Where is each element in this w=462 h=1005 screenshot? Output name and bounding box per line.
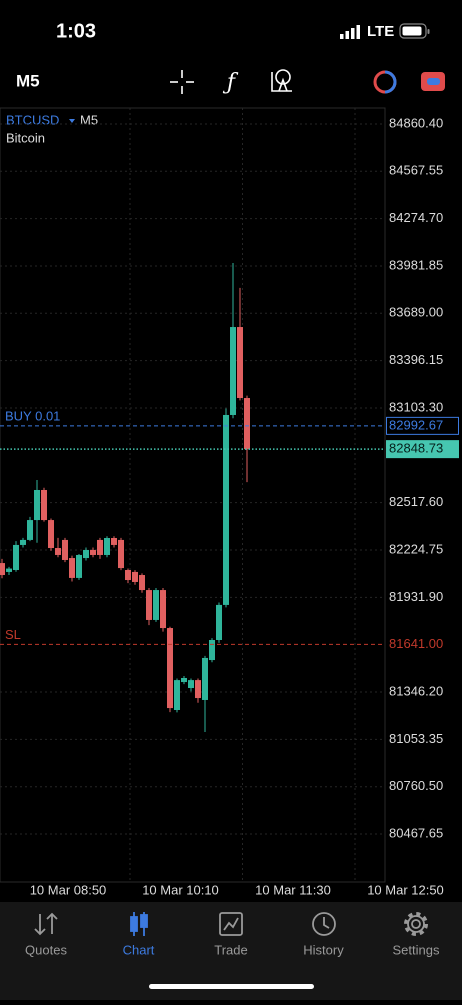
candle-body [223,414,229,605]
y-tick-label: 82224.75 [389,541,443,556]
candle-body [160,590,166,629]
candle-body [27,520,33,540]
tab-label[interactable]: Chart [123,942,155,957]
candle-body [13,544,19,571]
y-tick-label: 81053.35 [389,731,443,746]
tabs: Quotes Chart Trade History Settings [25,942,440,957]
candle-body [83,549,89,559]
y-tick-label: 84567.55 [389,163,443,178]
candle-body [104,538,110,555]
symbol-description: Bitcoin [6,130,45,145]
quotes-icon [34,912,58,936]
x-tick-label: 10 Mar 10:10 [142,882,219,897]
candle-body [188,680,194,689]
y-tick-label: 82517.60 [389,494,443,509]
tab-label[interactable]: Settings [393,942,440,957]
battery-icon [399,23,430,39]
home-indicator [149,984,314,989]
y-tick-label: 80760.50 [389,778,443,793]
plot-frame [0,107,386,883]
candle-body [55,548,61,555]
network-label: LTE [367,23,394,40]
candle-body [153,590,159,620]
tab-label[interactable]: Quotes [25,942,67,957]
y-tick-label: 83396.15 [389,352,443,367]
tab-bar [0,902,462,1000]
y-tick-label: 80467.65 [389,825,443,840]
candle-body [69,558,75,578]
candle-body [230,327,236,415]
candle-body [202,657,208,700]
candle-body [48,520,54,549]
current-price-box [386,440,459,459]
candle-body [6,568,12,572]
x-tick-label: 10 Mar 11:30 [255,882,331,897]
indicators-button[interactable]: ƒ [222,70,239,95]
candle-body [139,575,145,591]
candle-body [146,590,152,620]
candle-body [237,327,243,399]
y-tick-label: 83103.30 [389,399,443,414]
candle-body [195,680,201,699]
order-price-box [386,416,459,435]
chart-timeframe: M5 [80,112,98,127]
y-tick-label: 84860.40 [389,115,443,130]
tab-label[interactable]: Trade [214,942,247,957]
chart-icon [130,912,148,936]
symbol-label[interactable]: BTCUSD [6,112,59,127]
level-name: SL [5,627,21,642]
y-tick-label: 84274.70 [389,210,443,225]
y-tick-label: 83689.00 [389,305,443,320]
y-tick-label: 81931.90 [389,589,443,604]
candle-body [125,570,131,581]
candle-body [41,489,47,521]
x-tick-label: 10 Mar 12:50 [367,882,444,897]
candle-body [118,539,124,569]
timeframe-button[interactable]: M5 [16,71,40,90]
candle-body [97,539,103,555]
candle-body [132,571,138,582]
tab-label[interactable]: History [303,942,344,957]
clock: 1:03 [56,20,96,42]
order-button[interactable] [421,72,445,91]
objects-button[interactable] [271,69,292,92]
candle-body [216,604,222,641]
candle-body [167,628,173,709]
order-price-label: 82992.67 [389,417,443,432]
candle-body [76,554,82,578]
candle-body [111,538,117,545]
candle-body [181,677,187,683]
candle-body [244,398,250,450]
current-price-label: 82848.73 [389,441,443,456]
x-tick-label: 10 Mar 08:50 [30,882,107,897]
trading-button[interactable] [373,70,397,94]
candle-body [90,549,96,555]
symbol-dropdown[interactable] [69,119,75,123]
candle-body [0,563,5,576]
y-tick-label: 83981.85 [389,257,443,272]
crosshair-button[interactable] [170,70,194,94]
candle-body [34,489,40,521]
candle-body [62,539,68,560]
history-icon [312,912,336,936]
trade-icon [219,912,243,936]
level-name: BUY 0.01 [5,408,60,423]
sl-price-label: 81641.00 [389,636,443,651]
candle-body [209,640,215,661]
settings-icon [404,912,428,936]
candle-body [20,539,26,545]
sl-price-box [386,635,459,654]
y-tick-label: 81346.20 [389,683,443,698]
candle-body [174,680,180,710]
signal-icon [340,25,360,39]
